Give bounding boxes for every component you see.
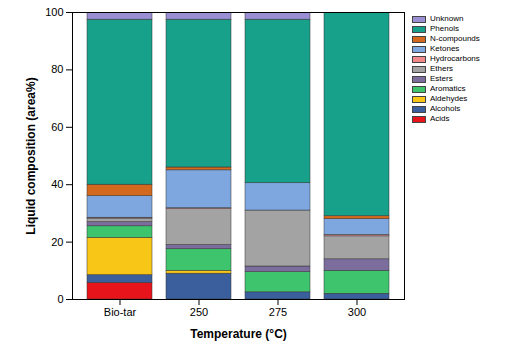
html-text:Acids: Acids xyxy=(430,114,450,123)
svg-text:300: 300 xyxy=(348,306,366,318)
svg-text:Bio-tar: Bio-tar xyxy=(104,306,137,318)
svg-text:60: 60 xyxy=(51,121,63,133)
svg-text:Temperature (°C): Temperature (°C) xyxy=(190,327,287,341)
html-text:Ketones: Ketones xyxy=(430,44,460,53)
html-text:Hydrocarbons: Hydrocarbons xyxy=(430,54,480,63)
html-text:Aromatics: Aromatics xyxy=(430,84,466,93)
html-text:Unknown: Unknown xyxy=(430,14,464,23)
svg-text:40: 40 xyxy=(51,178,63,190)
svg-text:20: 20 xyxy=(51,236,63,248)
svg-text:80: 80 xyxy=(51,63,63,75)
svg-text:Liquid composition (area%): Liquid composition (area%) xyxy=(24,77,38,234)
html-text:Phenols: Phenols xyxy=(430,24,459,33)
html-text:Esters: Esters xyxy=(430,74,453,83)
svg-text:250: 250 xyxy=(190,306,208,318)
svg-text:0: 0 xyxy=(57,293,63,305)
html-text:Ethers: Ethers xyxy=(430,64,454,73)
svg-text:100: 100 xyxy=(45,6,63,18)
svg-text:275: 275 xyxy=(269,306,287,318)
html-text:N-compounds: N-compounds xyxy=(430,34,480,43)
html-text:Alcohols: Alcohols xyxy=(430,104,461,113)
html-text:Aldehydes: Aldehydes xyxy=(430,94,468,103)
